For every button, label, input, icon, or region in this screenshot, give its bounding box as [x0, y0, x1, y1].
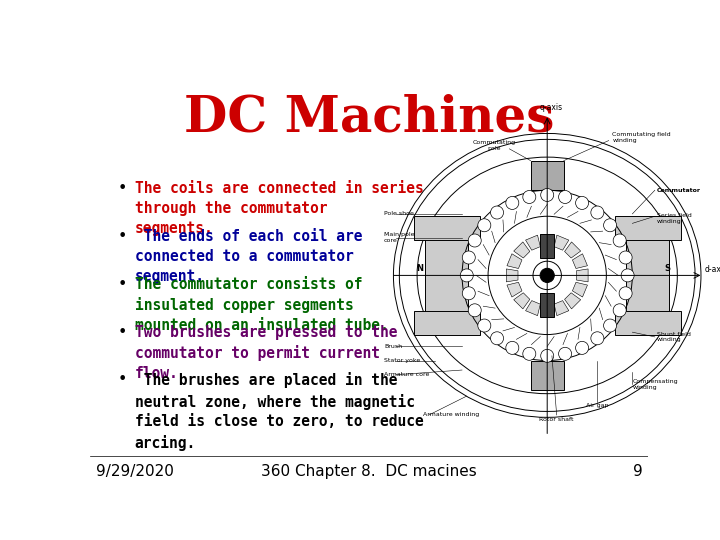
FancyBboxPatch shape [540, 293, 554, 317]
Text: Commutator: Commutator [657, 188, 701, 193]
FancyBboxPatch shape [615, 311, 681, 335]
Polygon shape [572, 282, 588, 297]
Text: The brushes are placed in the
neutral zone, where the magnetic
field is close to: The brushes are placed in the neutral zo… [135, 373, 423, 451]
Text: •: • [118, 181, 127, 196]
Text: Armature core: Armature core [384, 372, 429, 377]
Text: Brush: Brush [384, 344, 402, 349]
Polygon shape [513, 242, 530, 258]
Circle shape [603, 219, 616, 232]
Text: Commutating
pole: Commutating pole [472, 140, 516, 151]
Circle shape [621, 269, 634, 282]
Text: Pole shoe: Pole shoe [384, 211, 414, 217]
Circle shape [559, 191, 572, 204]
Circle shape [603, 319, 616, 332]
Text: Two brushes are pressed to the
commutator to permit current
flow.: Two brushes are pressed to the commutato… [135, 325, 397, 381]
FancyBboxPatch shape [413, 311, 480, 335]
Text: N: N [416, 264, 423, 273]
Circle shape [468, 234, 481, 247]
FancyBboxPatch shape [540, 234, 554, 258]
Text: Stator yoke: Stator yoke [384, 358, 420, 363]
Circle shape [541, 349, 554, 362]
Text: •: • [118, 373, 127, 388]
Text: 9: 9 [633, 464, 642, 479]
Polygon shape [507, 282, 522, 297]
Text: q-axis: q-axis [539, 103, 562, 112]
Text: Main pole
core: Main pole core [384, 232, 415, 243]
Circle shape [523, 347, 536, 360]
Text: Compensating
winding: Compensating winding [632, 379, 678, 390]
Circle shape [478, 219, 491, 232]
Circle shape [523, 191, 536, 204]
Polygon shape [506, 269, 518, 282]
FancyBboxPatch shape [531, 161, 564, 190]
Polygon shape [554, 301, 569, 316]
Circle shape [591, 206, 604, 219]
Circle shape [478, 319, 491, 332]
Text: d-axis: d-axis [704, 265, 720, 274]
Circle shape [613, 234, 626, 247]
Text: Rotor shaft: Rotor shaft [539, 417, 574, 422]
Text: The commutator consists of
insulated copper segments
mounted on an insulated tub: The commutator consists of insulated cop… [135, 277, 388, 333]
Polygon shape [526, 235, 540, 250]
Polygon shape [554, 235, 569, 250]
Circle shape [540, 268, 554, 282]
Polygon shape [507, 254, 522, 268]
Circle shape [619, 251, 632, 264]
FancyBboxPatch shape [426, 231, 468, 320]
Circle shape [505, 197, 519, 210]
Circle shape [490, 206, 503, 219]
Polygon shape [572, 254, 588, 268]
FancyBboxPatch shape [626, 231, 669, 320]
Circle shape [619, 287, 632, 300]
Circle shape [591, 332, 604, 345]
Text: 360 Chapter 8.  DC macines: 360 Chapter 8. DC macines [261, 464, 477, 479]
Text: Air gap: Air gap [585, 403, 608, 408]
Polygon shape [541, 234, 554, 246]
Circle shape [559, 347, 572, 360]
Text: Shunt field
winding: Shunt field winding [657, 332, 691, 342]
Polygon shape [577, 269, 588, 282]
Circle shape [575, 197, 589, 210]
Polygon shape [513, 293, 530, 309]
FancyBboxPatch shape [413, 216, 480, 240]
Text: DC Machines: DC Machines [184, 94, 554, 143]
FancyBboxPatch shape [531, 361, 564, 390]
Circle shape [462, 251, 475, 264]
Text: Series field
winding: Series field winding [657, 213, 692, 224]
Circle shape [541, 188, 554, 201]
Text: •: • [118, 229, 127, 244]
Text: 9/29/2020: 9/29/2020 [96, 464, 174, 479]
Circle shape [575, 341, 589, 354]
Text: The ends of each coil are
connected to a commutator
segment.: The ends of each coil are connected to a… [135, 229, 362, 284]
Circle shape [613, 304, 626, 317]
Text: •: • [118, 277, 127, 292]
Polygon shape [526, 301, 540, 316]
Text: Commutating field
winding: Commutating field winding [612, 132, 671, 143]
Circle shape [460, 269, 473, 282]
Circle shape [468, 304, 481, 317]
Text: Armature winding: Armature winding [423, 413, 480, 417]
Circle shape [490, 332, 503, 345]
Polygon shape [564, 293, 581, 309]
Polygon shape [541, 305, 554, 316]
Text: The coils are connected in series
through the commutator
segments.: The coils are connected in series throug… [135, 181, 423, 236]
FancyBboxPatch shape [615, 216, 681, 240]
Text: •: • [118, 325, 127, 340]
Text: S: S [665, 264, 671, 273]
Circle shape [505, 341, 519, 354]
Circle shape [462, 287, 475, 300]
Polygon shape [564, 242, 581, 258]
